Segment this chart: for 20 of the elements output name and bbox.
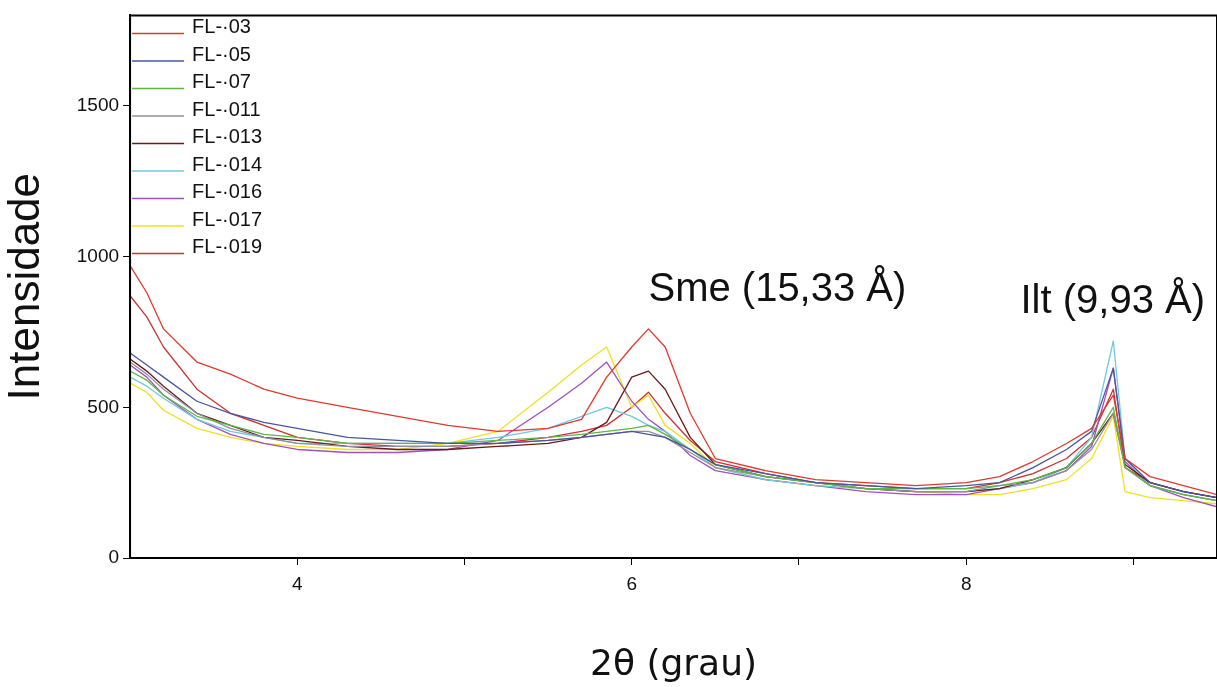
legend-label: FL-·05 [192, 42, 251, 65]
y-tick-label: 500 [87, 395, 120, 417]
x-axis-title: 2θ (grau) [590, 641, 758, 683]
legend-label: FL-·016 [192, 180, 263, 203]
legend-label: FL-·07 [192, 70, 251, 93]
y-tick-label: 1000 [76, 244, 120, 266]
annotation: Sme (15,33 Å) [648, 264, 907, 309]
x-tick-label: 8 [960, 572, 972, 594]
legend-label: FL-·011 [192, 97, 261, 120]
legend-label: FL-·013 [192, 125, 263, 148]
legend-label: FL-·014 [192, 152, 263, 175]
y-tick-label: 0 [108, 546, 120, 568]
y-axis-title: Intensidade [0, 172, 48, 401]
legend-label: FL-·017 [192, 207, 263, 230]
annotation: Ilt (9,93 Å) [1020, 276, 1205, 321]
x-tick-label: 4 [292, 572, 303, 594]
y-tick-label: 1500 [76, 94, 120, 116]
legend-label: FL-·019 [192, 235, 263, 258]
x-tick-label: 6 [626, 572, 638, 594]
legend-label: FL-·03 [192, 15, 251, 38]
